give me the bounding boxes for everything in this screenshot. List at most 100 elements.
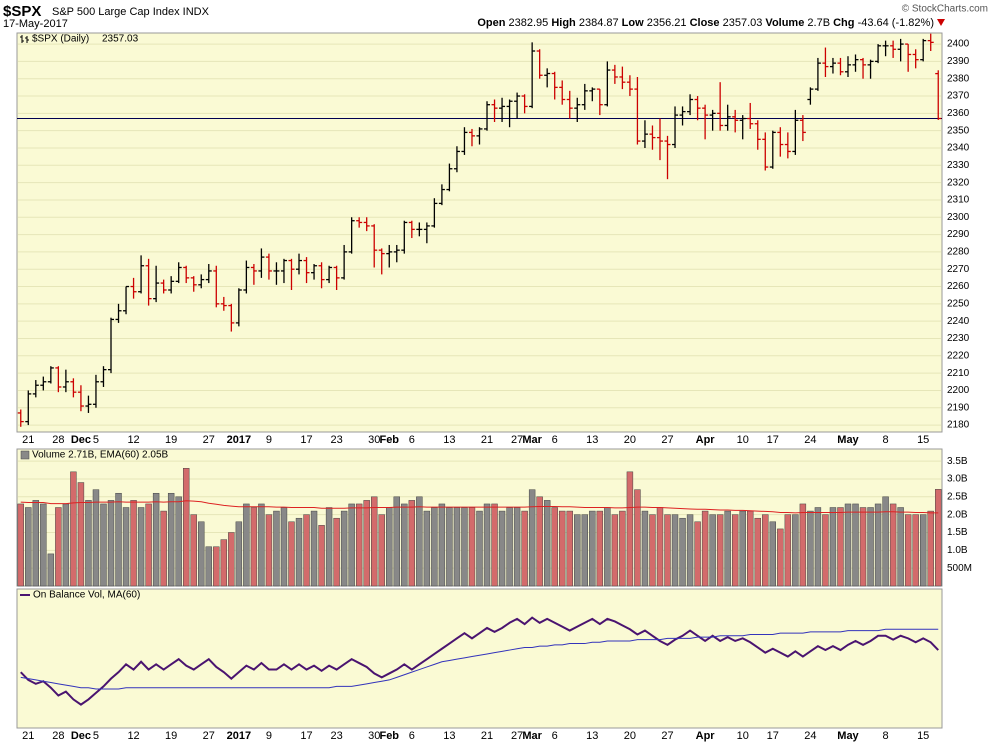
volume-bar — [250, 507, 258, 587]
x-tick-label: 20 — [624, 730, 636, 742]
volume-bar — [62, 503, 70, 587]
volume-bar — [295, 517, 303, 587]
symbol: $SPX — [3, 3, 41, 20]
volume-bar — [935, 489, 942, 587]
y-tick-label: 3.5B — [947, 456, 968, 467]
volume-bar — [213, 546, 220, 587]
volume-bar — [656, 507, 664, 587]
volume-bar — [897, 507, 904, 587]
line — [20, 628, 939, 690]
volume-bar — [844, 503, 852, 587]
volume-bar — [55, 507, 62, 587]
volume-bar — [468, 507, 476, 587]
x-tick-label: 15 — [917, 730, 929, 742]
x-tick-label: Feb — [379, 434, 399, 446]
x-tick-label: 17 — [300, 434, 312, 446]
volume-bar — [122, 507, 130, 587]
y-tick-label: 2350 — [947, 125, 970, 136]
volume-bar — [739, 510, 746, 587]
volume-bar — [536, 496, 543, 587]
volume-bar — [355, 503, 363, 587]
legend-icon — [20, 450, 30, 460]
volume-bar — [47, 553, 55, 587]
volume-bar — [874, 503, 882, 587]
x-tick-label: 17 — [300, 730, 312, 742]
volume-bar — [386, 507, 393, 587]
volume-bar — [175, 496, 182, 587]
volume-bar — [363, 500, 370, 587]
x-tick-label: 23 — [330, 434, 342, 446]
volume-bar — [310, 510, 318, 587]
x-tick-label: Feb — [379, 730, 399, 742]
index-name: S&P 500 Large Cap Index INDX — [52, 6, 210, 18]
y-tick-label: 2320 — [947, 177, 970, 188]
volume-bar — [100, 503, 107, 587]
volume-bar — [258, 503, 265, 587]
volume-bar — [716, 514, 724, 587]
volume-bar — [754, 517, 761, 587]
x-tick-label: 8 — [883, 434, 889, 446]
volume-bar — [446, 507, 453, 587]
y-tick-label: 2370 — [947, 91, 970, 102]
x-tick-label: 2017 — [227, 434, 251, 446]
x-tick-label: 27 — [661, 730, 673, 742]
x-tick-label: 21 — [481, 434, 493, 446]
y-tick-label: 2210 — [947, 368, 970, 379]
x-tick-label: 27 — [203, 434, 215, 446]
volume-bar — [371, 496, 378, 587]
y-tick-label: 2260 — [947, 281, 970, 292]
volume-bar — [829, 507, 837, 587]
volume-bar — [574, 514, 581, 587]
volume-bar — [641, 510, 649, 587]
x-tick-label: 9 — [266, 730, 272, 742]
x-tick-label: 12 — [127, 434, 139, 446]
line — [20, 616, 939, 706]
volume-bar — [401, 503, 408, 587]
volume-bar — [32, 500, 40, 587]
y-tick-label: 500M — [947, 563, 972, 574]
volume-bar — [649, 514, 656, 587]
volume-bar — [220, 539, 228, 587]
volume-bar — [807, 510, 814, 587]
volume-bar — [679, 517, 686, 587]
x-tick-label: Dec — [71, 730, 91, 742]
close-value: 2357.03 — [723, 17, 763, 29]
volume-bar — [867, 507, 874, 587]
volume-bar — [559, 510, 566, 587]
x-tick-label: Dec — [71, 434, 91, 446]
x-tick-label: 6 — [552, 730, 558, 742]
volume-bar — [85, 500, 92, 587]
volume-bar — [152, 492, 160, 587]
y-tick-label: 2190 — [947, 402, 970, 413]
x-tick-label: 15 — [917, 434, 929, 446]
volume-bar — [228, 532, 235, 587]
y-tick-label: 2400 — [947, 39, 970, 50]
x-tick-label: 6 — [409, 730, 415, 742]
x-tick-label: May — [837, 434, 859, 446]
volume-bar — [889, 503, 897, 587]
x-tick-label: 27 — [203, 730, 215, 742]
y-tick-label: 2390 — [947, 56, 970, 67]
volume-bar — [476, 510, 483, 587]
y-tick-label: 2230 — [947, 333, 970, 344]
x-tick-label: 24 — [804, 434, 816, 446]
volume-bar — [453, 507, 461, 587]
volume-bar — [393, 496, 400, 587]
volume-bar — [822, 514, 829, 587]
legend-icon — [20, 35, 29, 43]
change-label: Chg — [833, 17, 854, 29]
volume-bar — [145, 503, 152, 587]
x-tick-label: 30 — [368, 730, 380, 742]
y-tick-label: 2330 — [947, 160, 970, 171]
volume-bar — [784, 514, 792, 587]
x-tick-label: 24 — [804, 730, 816, 742]
volume-bar — [927, 510, 934, 587]
x-tick-label: 27 — [511, 730, 523, 742]
volume-bar — [664, 514, 671, 587]
volume-bar — [115, 492, 122, 587]
volume-bar — [626, 471, 634, 587]
volume-bar — [566, 510, 573, 587]
x-tick-label: 27 — [511, 434, 523, 446]
volume-bar — [686, 514, 694, 587]
